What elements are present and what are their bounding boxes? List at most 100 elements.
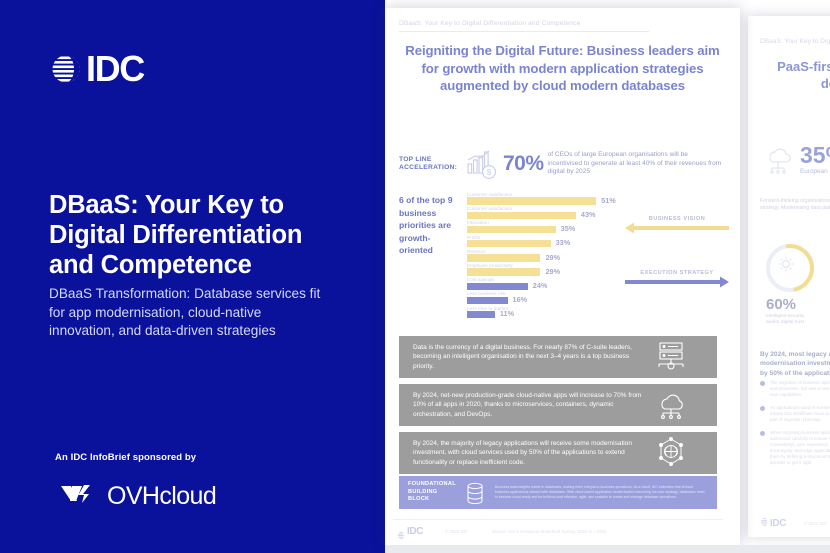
- chart-bar-track: [467, 225, 619, 234]
- fbb-text: Business data/insights reside in databas…: [495, 484, 705, 500]
- donut-label-1: Intelligent security and/or digital trus…: [766, 314, 805, 326]
- svg-text:$: $: [487, 168, 492, 177]
- chart-bar-fill: [467, 268, 541, 276]
- chart-bar-row: Customer satisfaction 51%: [467, 192, 619, 206]
- next-page-paragraph: Forward-thinking organisations are adopt…: [760, 198, 830, 212]
- chart-bar-fill: [467, 296, 508, 305]
- chart-bar-row: Employee productivity 29%: [467, 263, 619, 277]
- idc-logo: IDC: [49, 48, 145, 89]
- chart-bar-track: [467, 197, 619, 205]
- chart-lead-text: 6 of the top 9 business priorities are g…: [399, 195, 453, 256]
- idc-logo-text: IDC: [86, 48, 145, 89]
- document-footer: IDC © 2022 IDC Source: IDC's European Mu…: [393, 519, 723, 540]
- stat-box-3: By 2024, the majority of legacy applicat…: [399, 432, 717, 474]
- chart-bar-value: 16%: [512, 295, 528, 305]
- chart-bar-track: [467, 254, 619, 262]
- chart-bar-value: 33%: [555, 238, 571, 248]
- chart-bar-value: 51%: [601, 195, 616, 205]
- security-bug-icon: [777, 255, 795, 278]
- stat-box-text: By 2024, net-new production-grade cloud-…: [413, 392, 642, 418]
- chart-bar-value: 35%: [560, 224, 576, 234]
- mesh-globe-icon: [651, 436, 691, 470]
- next-page-stat: 35%: [800, 142, 830, 168]
- chart-bar-fill: [467, 310, 495, 319]
- bullet-dot-icon: [760, 406, 765, 411]
- chart-bar-value: 29%: [545, 266, 561, 276]
- execution-strategy-arrow: EXECUTION STRATEGY: [625, 270, 729, 288]
- chart-bar-row: Innovation 35%: [467, 220, 619, 234]
- bar-chart-dollar-icon: $: [465, 148, 499, 180]
- stat-box-1: Data is the currency of a digital busine…: [399, 336, 717, 378]
- chart-bar-fill: [467, 197, 597, 205]
- cloud-network-icon: [651, 388, 691, 422]
- chart-bar-value: 24%: [532, 280, 548, 290]
- next-page-bullet-list: The migration of business applications t…: [760, 380, 830, 473]
- business-priorities-chart: 6 of the top 9 business priorities are g…: [399, 192, 729, 320]
- chart-bar-value: 11%: [499, 309, 515, 319]
- bottom-strip: [385, 545, 830, 553]
- server-rack-icon: [651, 340, 691, 374]
- chart-bar-track: [467, 211, 619, 219]
- page-title: DBaaS: Your Key to Digital Differentiati…: [49, 191, 303, 279]
- arrow-label: EXECUTION STRATEGY: [640, 270, 714, 276]
- copyright-text: © 2022 IDC: [804, 520, 828, 526]
- next-page-footer: IDC © 2022 IDC: [760, 514, 827, 532]
- ovhcloud-logo-icon: [59, 481, 99, 512]
- bullet-dot-icon: [760, 431, 765, 436]
- chart-bar-row: Cost savings 24%: [467, 277, 619, 291]
- chart-bar-track: [467, 296, 619, 305]
- chart-bar-value: 29%: [545, 252, 561, 262]
- chart-bar-row: Less business risk 16%: [467, 291, 619, 305]
- chart-bar-value: 43%: [580, 209, 596, 219]
- ovhcloud-logo-text: OVHcloud: [107, 482, 217, 510]
- chart-bar-fill: [467, 282, 528, 290]
- next-page-preview[interactable]: DBaaS: Your Key to Digital Differentiati…: [748, 16, 830, 537]
- next-page-stat-text: European organisations technology: [800, 168, 830, 175]
- top-line-acceleration-row: TOP LINE ACCELERATION: $ 70% of CEOs of …: [399, 148, 729, 180]
- chart-bar-row: Less time to market 11%: [467, 306, 619, 320]
- foundational-building-block: FOUNDATIONAL BUILDING BLOCK Business dat…: [399, 476, 717, 509]
- idc-globe-icon: [760, 514, 770, 532]
- top-line-stat: 70%: [503, 152, 544, 175]
- page-header-block: DBaaS: Your Key to Digital Differentiati…: [399, 20, 726, 95]
- chart-bar-fill: [467, 239, 551, 248]
- chart-bar-fill: [467, 225, 556, 234]
- donut-chart-1: [756, 234, 824, 302]
- chart-bar-row: Revenue 29%: [467, 249, 619, 263]
- list-item: When migrating business applications to …: [760, 430, 830, 466]
- chart-bar-category: Customer satisfaction: [467, 192, 513, 197]
- copyright-text: © 2022 IDC: [445, 529, 469, 534]
- idc-globe-icon: [397, 527, 406, 540]
- chart-bar-category: Revenue: [467, 248, 486, 254]
- chart-bar-fill: [467, 211, 576, 219]
- ovhcloud-logo: OVHcloud: [59, 481, 217, 512]
- chart-bar-category: Less business risk: [467, 291, 506, 297]
- chart-bar-category: Less time to market: [467, 305, 509, 311]
- stat-box-2: By 2024, net-new production-grade cloud-…: [399, 384, 717, 426]
- chart-bar-track: [467, 310, 619, 319]
- page-subtitle: DBaaS Transformation: Database services …: [49, 286, 321, 338]
- top-line-text: of CEOs of large European organisations …: [547, 151, 722, 176]
- chart-bar-category: Employee productivity: [467, 262, 513, 268]
- list-item-text: The migration of business applications t…: [770, 380, 830, 397]
- next-page-lead: By 2024, most legacy applications will r…: [760, 351, 830, 377]
- list-item-text: As applications support business workflo…: [770, 405, 830, 422]
- fbb-label: FOUNDATIONAL BUILDING BLOCK: [408, 481, 456, 503]
- document-title: Reigniting the Digital Future: Business …: [405, 43, 720, 93]
- chart-bar-category: Innovation: [467, 220, 489, 226]
- arrow-right-icon: [625, 276, 729, 288]
- chart-bar-track: [467, 282, 619, 290]
- cover-panel: IDC DBaaS: Your Key to Digital Different…: [0, 0, 385, 553]
- sponsor-label: An IDC InfoBrief sponsored by: [55, 452, 197, 463]
- chart-bar-category: Customer satisfaction: [467, 206, 513, 212]
- chart-bar-row: Profits 33%: [467, 235, 619, 249]
- idc-logo: IDC: [397, 526, 423, 540]
- breadcrumb: DBaaS: Your Key to Digital Differentiati…: [399, 20, 649, 32]
- business-vision-arrow: BUSINESS VISION: [625, 216, 729, 234]
- top-line-label: TOP LINE ACCELERATION:: [399, 155, 458, 171]
- chart-bar-category: Cost savings: [467, 277, 494, 283]
- chart-bar-fill: [467, 254, 541, 262]
- breadcrumb: DBaaS: Your Key to Digital Differentiati…: [760, 38, 830, 45]
- list-item: The migration of business applications t…: [760, 380, 830, 398]
